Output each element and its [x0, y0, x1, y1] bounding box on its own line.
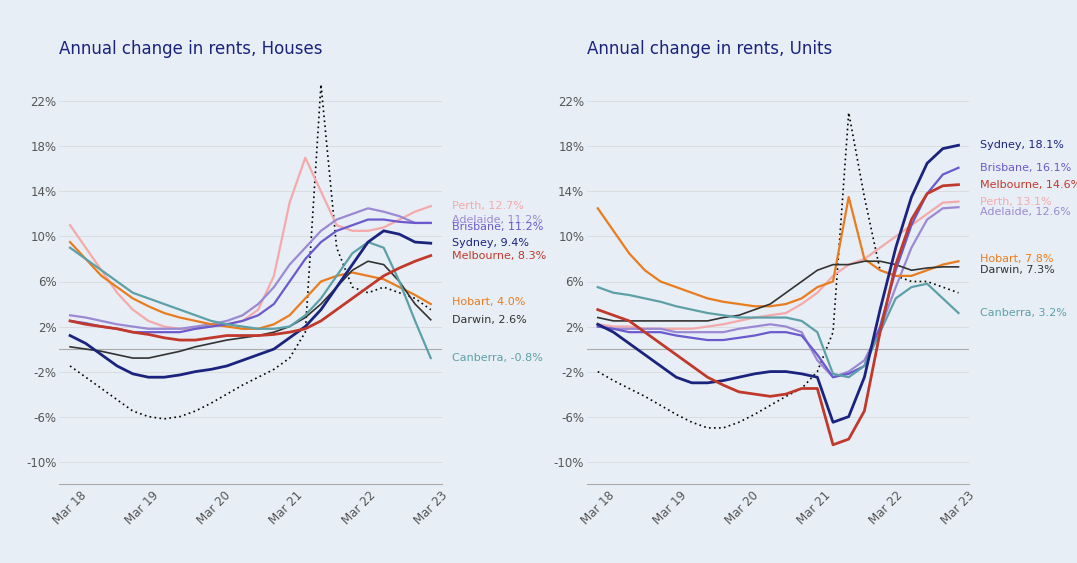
Text: Perth, 12.7%: Perth, 12.7% [452, 201, 524, 211]
Text: Brisbane, 11.2%: Brisbane, 11.2% [452, 222, 544, 233]
Text: Canberra, 3.2%: Canberra, 3.2% [980, 308, 1067, 318]
Text: Annual change in rents, Houses: Annual change in rents, Houses [59, 39, 323, 57]
Text: Darwin, 7.3%: Darwin, 7.3% [980, 265, 1054, 275]
Text: Darwin, 2.6%: Darwin, 2.6% [452, 315, 527, 325]
Text: Canberra, -0.8%: Canberra, -0.8% [452, 353, 543, 363]
Text: Brisbane, 16.1%: Brisbane, 16.1% [980, 163, 1072, 173]
Text: Perth, 13.1%: Perth, 13.1% [980, 196, 1052, 207]
Text: Annual change in rents, Units: Annual change in rents, Units [587, 39, 833, 57]
Text: Sydney, 18.1%: Sydney, 18.1% [980, 140, 1064, 150]
Text: Adelaide, 11.2%: Adelaide, 11.2% [452, 215, 543, 225]
Text: Melbourne, 8.3%: Melbourne, 8.3% [452, 251, 547, 261]
Text: Hobart, 4.0%: Hobart, 4.0% [452, 297, 526, 307]
Text: Melbourne, 14.6%: Melbourne, 14.6% [980, 180, 1077, 190]
Text: Adelaide, 12.6%: Adelaide, 12.6% [980, 207, 1071, 217]
Text: Sydney, 9.4%: Sydney, 9.4% [452, 238, 529, 248]
Text: Hobart, 7.8%: Hobart, 7.8% [980, 254, 1053, 264]
